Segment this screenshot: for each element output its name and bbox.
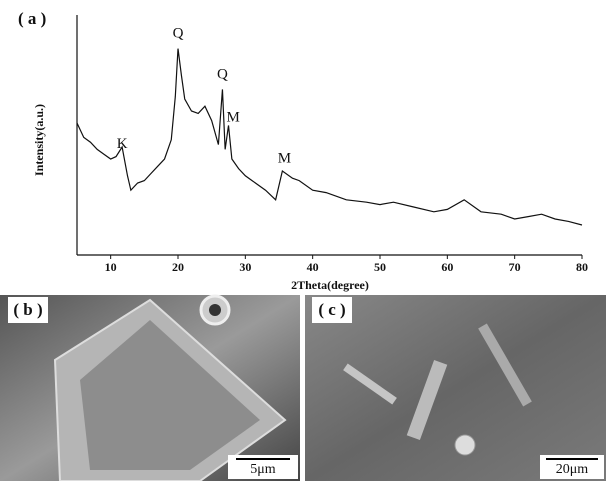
panel-label: ( b ) bbox=[13, 300, 42, 319]
scale-bar-label: 5μm bbox=[250, 462, 276, 477]
y-axis-label: Intensity(a.u.) bbox=[32, 104, 46, 176]
x-tick-label: 50 bbox=[374, 260, 386, 274]
x-tick-label: 40 bbox=[307, 260, 319, 274]
scale-bar-label: 20μm bbox=[556, 462, 589, 477]
peak-label: M bbox=[278, 150, 291, 166]
peak-label: K bbox=[117, 136, 128, 152]
panel-label: ( c ) bbox=[318, 300, 345, 319]
peak-label: Q bbox=[217, 66, 228, 82]
x-tick-label: 10 bbox=[105, 260, 117, 274]
peak-label: M bbox=[227, 110, 240, 126]
peak-label: Q bbox=[173, 26, 184, 42]
x-tick-label: 80 bbox=[576, 260, 588, 274]
x-tick-label: 30 bbox=[239, 260, 251, 274]
figure: ( a ) 2Theta(degree) Intensity(a.u.) ( b… bbox=[0, 0, 606, 481]
xrd-line bbox=[77, 49, 582, 225]
x-tick-label: 60 bbox=[441, 260, 453, 274]
x-axis-label: 2Theta(degree) bbox=[291, 278, 369, 292]
page: {"chart_data": {"type": "line", "panel_l… bbox=[0, 0, 606, 481]
panel-label: ( a ) bbox=[18, 9, 46, 28]
x-tick-label: 20 bbox=[172, 260, 184, 274]
x-tick-label: 70 bbox=[509, 260, 521, 274]
